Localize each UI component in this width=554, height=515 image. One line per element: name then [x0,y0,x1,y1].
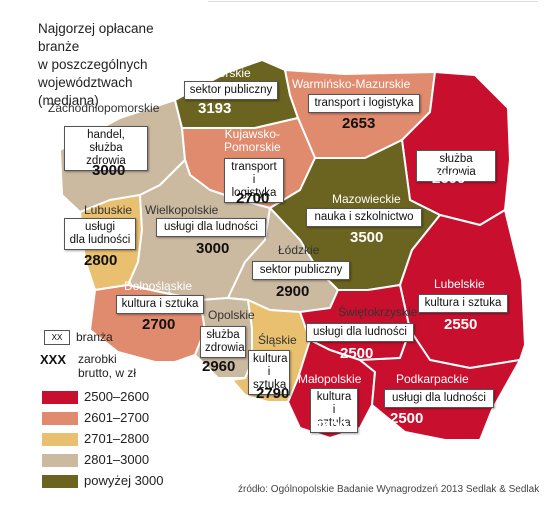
industry-box-swietokrzyskie: usługi dla ludności [306,323,414,342]
legend-label-5: powyżej 3000 [84,473,164,488]
region-name-mazowieckie: Mazowieckie [332,192,401,206]
wage-kujawsko: 2700 [236,190,270,207]
legend-label-2: 2601–2700 [84,410,150,425]
map-title: Najgorzej opłacane branże w poszczególny… [38,21,154,108]
wage-lubelskie: 2550 [444,316,478,333]
industry-box-opolskie: służba zdrowia [200,326,246,358]
region-name-lodzkie: Łódzkie [278,243,320,257]
industry-box-wielkopolskie: usługi dla ludności [156,218,266,237]
legend-key-box: XX [44,330,70,345]
industry-box-dolnoslaskie: kultura i sztuka [116,295,204,314]
wage-mazowieckie: 3500 [350,229,384,246]
region-name-podkarpackie: Podkarpackie [396,372,469,386]
legend-swatch-3 [42,433,78,446]
region-name-pomorskie: Pomorskie [194,66,251,80]
industry-box-podlaskie: służba zdrowia [416,150,496,182]
legend-label-4: 2801–3000 [84,452,150,467]
region-name-swietokrzyskie: Świętokrzyskie [338,305,418,319]
industry-box-lubuskie: usługi dla ludności [64,218,136,250]
legend-swatch-1 [42,391,78,404]
region-name-warminsko: Warmińsko-Mazurskie [292,77,411,91]
wage-dolnoslaskie: 2700 [142,316,176,333]
legend-key-xxx-label: zarobki brutto, w zł [78,352,137,380]
legend-label-3: 2701–2800 [84,431,150,446]
legend-swatch-5 [42,475,78,488]
region-name-opolskie: Opolskie [208,308,255,322]
source-note: źródło: Ogólnopolskie Badanie Wynagrodze… [238,484,540,495]
wage-swietokrzyskie: 2500 [340,345,374,362]
wage-lodzkie: 2900 [276,283,310,300]
industry-box-slaskie: kultura i sztuka [248,350,290,395]
wage-pomorskie: 3193 [198,100,232,117]
industry-box-malopolskie: kultura i sztuka [310,388,358,433]
wage-podlaskie: 2600 [432,170,466,187]
wage-zachodniopomorskie: 3000 [92,162,126,179]
industry-box-zachodniopomorskie: handel, służba zdrowia [64,126,148,171]
region-name-zachodniopomorskie: Zachodniopomorskie [48,101,160,115]
legend-swatch-4 [42,454,78,467]
region-name-podlaskie: Podlaskie [434,130,487,144]
industry-box-warminsko: transport i logistyka [308,94,420,113]
wage-lubuskie: 2800 [84,252,118,269]
wage-opolskie: 2960 [202,358,236,375]
legend-key-xxx: XXX [40,352,67,367]
region-name-kujawsko: Kujawsko- Pomorskie [224,127,281,154]
region-name-malopolskie: Małopolskie [298,372,362,386]
wage-malopolskie: 2500 [314,418,348,435]
wage-podkarpackie: 2500 [390,410,424,427]
industry-box-mazowieckie: nauka i szkolnictwo [306,208,422,227]
wage-slaskie: 2790 [256,385,290,402]
region-name-lubuskie: Lubuskie [84,203,133,217]
wage-wielkopolskie: 3000 [196,240,230,257]
industry-box-kujawsko: transport i logistyka [224,158,284,203]
region-name-dolnoslaskie: Dolnośląskie [124,279,193,293]
legend-label-1: 2500–2600 [84,389,150,404]
region-name-slaskie: Śląskie [258,333,297,347]
industry-box-lubelskie: kultura i sztuka [418,294,508,313]
top-rule [208,1,538,2]
legend-key-box-label: branża [76,330,113,344]
region-name-lubelskie: Lubelskie [434,277,485,291]
industry-box-lodzkie: sektor publiczny [252,261,350,280]
industry-box-podkarpackie: usługi dla ludności [384,389,494,408]
legend-swatch-2 [42,412,78,425]
region-name-wielkopolskie: Wielkopolskie [145,203,219,217]
wage-warminsko: 2653 [342,115,376,132]
industry-box-pomorskie: sektor publiczny [184,81,278,100]
